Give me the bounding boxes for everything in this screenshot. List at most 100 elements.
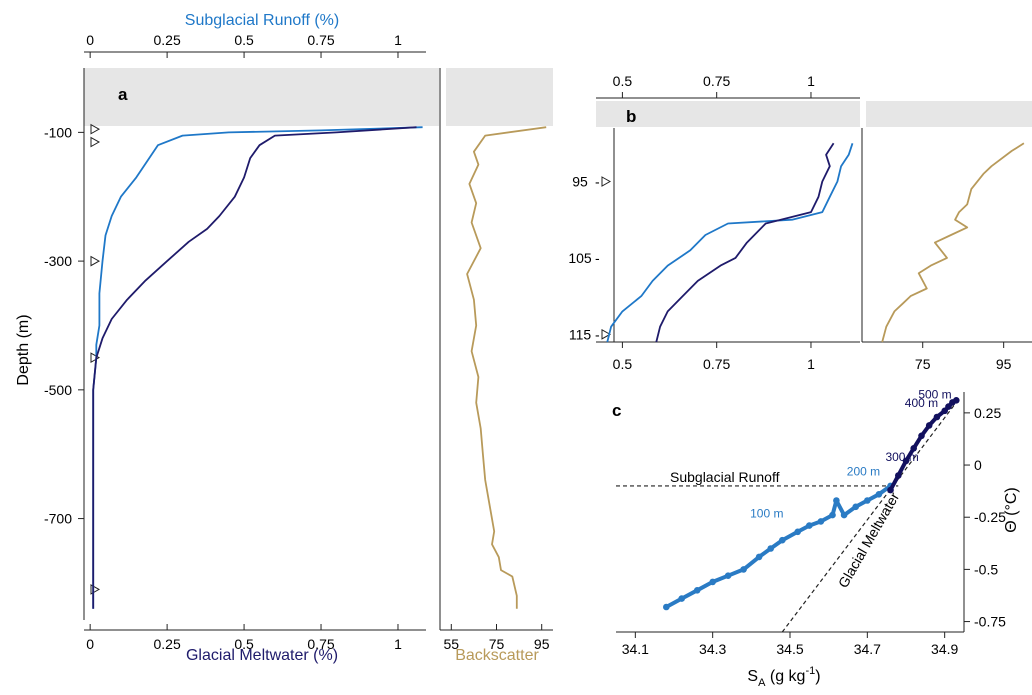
panel-a-bottom-tick-label: 0.25 (153, 636, 180, 652)
panel-c-y-tick-label: -0.5 (974, 561, 998, 577)
panel-b-y-tick-dash: - (595, 174, 600, 190)
panel-b-y-tick-label: 105 (568, 250, 592, 266)
panel-b-bottom-tick-label: 0.5 (613, 356, 633, 372)
panel-a-top-tick-label: 0.5 (234, 32, 254, 48)
panel-b-shade (596, 101, 860, 127)
panel-a-series-meltwater (92, 126, 417, 609)
panel-b-depth-marker (601, 176, 612, 187)
panel-b-bottom-tick-label: 1 (807, 356, 815, 372)
panel-c-y-ticks: 0.25 0 -0.25 -0.5 -0.75 (964, 405, 1006, 630)
panel-a-y-tick-label: -700 (44, 511, 72, 527)
panel-a-bottom-tick-label: 0 (86, 636, 94, 652)
panel-a-y-ticks: -100 -300 -500 -700 (44, 124, 84, 527)
panel-a-top-tick-label: 0.75 (307, 32, 334, 48)
panel-a-backscatter-shade (446, 68, 553, 126)
panel-c-y-tick-label: -0.25 (974, 509, 1006, 525)
panel-c-y-tick-label: 0.25 (974, 405, 1001, 421)
panel-a-y-tick-label: -100 (44, 124, 72, 140)
panel-a-x-axis-title: Glacial Meltwater (%) (186, 647, 338, 664)
panel-b-label: b (626, 107, 636, 126)
panel-c-band-ts_light (664, 483, 893, 609)
panel-c-y-axis-title: Θ (°C) (1003, 487, 1020, 533)
panel-b-bottom-tick-label: 0.75 (703, 356, 730, 372)
panel-a-bottom-ticks: 0 0.25 0.5 0.75 1 (86, 624, 402, 652)
panel-c-points (663, 397, 960, 611)
panel-c-depth-label: 200 m (847, 465, 880, 479)
panel-a-bottom-tick-label: 1 (394, 636, 402, 652)
panel-b-backscatter-series (881, 142, 1025, 343)
panel-a-label: a (118, 85, 128, 104)
panel-b-y-tick-label: 95 (572, 174, 588, 190)
panel-c-x-tick-label: 34.5 (776, 641, 803, 657)
panel-c-x-tick-label: 34.7 (854, 641, 881, 657)
panel-a-y-tick-label: -300 (44, 253, 72, 269)
panel-a-depth-marker (90, 255, 101, 267)
panel-a-backscatter-tick-label: 55 (444, 636, 460, 652)
panel-c-melt-line-label: Glacial Meltwater (835, 489, 903, 590)
panel-c-band-ts_dark (888, 398, 959, 493)
panel-c-depth-label: 400 m (905, 396, 938, 410)
panel-c-depth-label: 500 m (918, 387, 951, 401)
panel-a-bottom-tick-label: 0.5 (234, 636, 254, 652)
panel-b-backscatter-tick-label: 75 (915, 356, 931, 372)
panel-a-series (92, 126, 423, 609)
panel-a-series-runoff (92, 126, 423, 609)
panel-a-depth-marker (90, 352, 101, 364)
panel-c-runoff-line-label: Subglacial Runoff (670, 469, 780, 485)
panel-b-top-tick-label: 0.75 (703, 73, 730, 89)
panel-b-backscatter-tick-label: 95 (996, 356, 1012, 372)
panel-c-x-ticks: 34.1 34.3 34.5 34.7 34.9 (622, 632, 959, 657)
panel-a-backscatter-series-line (466, 126, 547, 609)
panel-a-backscatter-tick-label: 95 (534, 636, 550, 652)
panel-b-bottom-ticks: 0.5 0.75 1 (613, 342, 815, 372)
panel-c-x-tick-label: 34.3 (699, 641, 726, 657)
panel-a-depth-marker (90, 136, 101, 148)
panel-a-markers (90, 123, 101, 595)
panel-a: a Subglacial Runoff (%) Glacial Meltwate… (15, 12, 439, 664)
panel-a-shade (84, 68, 439, 126)
panel-c-reference-lines (616, 402, 957, 633)
panel-b-series-meltwater (655, 142, 835, 343)
panel-a-depth-marker (90, 584, 101, 595)
panel-a-top-tick-label: 0 (86, 32, 94, 48)
panel-b-top-tick-label: 0.5 (613, 73, 633, 89)
panel-a-bottom-tick-label: 0.75 (307, 636, 334, 652)
panel-a-backscatter-tick-label: 75 (489, 636, 505, 652)
panel-b: b 0.5 0.75 1 0.5 0.75 1 95 -105 -115- (568, 73, 860, 372)
panel-c-y-tick-label: 0 (974, 457, 982, 473)
panel-b-top-tick-label: 1 (807, 73, 815, 89)
panel-a-backscatter-ticks: 55 75 95 (444, 624, 550, 652)
panel-b-y-tick-label: 115 (569, 326, 592, 342)
panel-b-top-ticks: 0.5 0.75 1 (613, 73, 815, 98)
panel-c-meltwater-mixing-line (781, 402, 957, 633)
panel-a-y-axis-title: Depth (m) (15, 314, 32, 385)
panel-a-backscatter: Backscatter 55 75 95 (439, 68, 553, 664)
panel-c-y-tick-label: -0.75 (974, 614, 1006, 630)
panel-a-top-ticks: 0 0.25 0.5 0.75 1 (86, 32, 402, 58)
panel-c-depth-label: 100 m (750, 506, 783, 520)
panel-a-y-tick-label: -500 (44, 382, 72, 398)
panel-a-top-axis-title: Subglacial Runoff (%) (185, 12, 339, 29)
panel-c-x-axis-title: SA (g kg-1) (747, 665, 820, 689)
panel-b-series-runoff (606, 143, 854, 343)
panel-a-top-tick-label: 0.25 (153, 32, 180, 48)
panel-b-backscatter-series-line (881, 142, 1025, 343)
panel-a-top-tick-label: 1 (394, 32, 402, 48)
panel-b-markers (601, 176, 612, 340)
panel-a-backscatter-title: Backscatter (455, 647, 539, 664)
panel-c-depth-label: 300 m (885, 450, 918, 464)
panel-a-depth-marker (90, 123, 101, 135)
panel-b-y-tick-dash: - (595, 250, 600, 266)
panel-b-y-ticks: 95 -105 -115- (568, 174, 600, 343)
panel-c: c 34.1 34.3 34.5 34.7 34.9 0.25 0 -0.25 -0.5 -0.… (612, 387, 1020, 689)
panel-b-depth-marker (601, 329, 612, 340)
panel-b-y-tick-dash: - (595, 326, 600, 342)
panel-c-label: c (612, 401, 621, 420)
panel-b-series (606, 142, 854, 343)
panel-b-backscatter-shade (866, 101, 1032, 127)
panel-b-backscatter: 75 95 (861, 101, 1032, 372)
panel-a-backscatter-series (466, 126, 547, 609)
panel-c-x-tick-label: 34.1 (622, 641, 649, 657)
